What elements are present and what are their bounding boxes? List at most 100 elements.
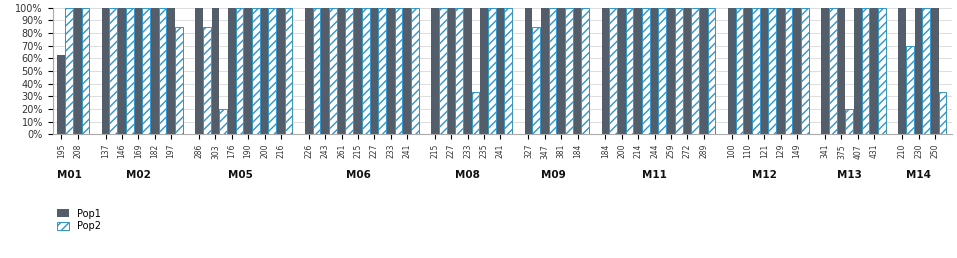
Bar xyxy=(845,109,853,134)
Bar xyxy=(403,8,411,134)
Bar xyxy=(277,8,285,134)
Bar xyxy=(151,8,159,134)
Bar xyxy=(524,8,532,134)
Bar xyxy=(448,8,456,134)
Bar xyxy=(870,8,879,134)
Bar xyxy=(801,8,809,134)
Bar xyxy=(707,8,715,134)
Bar xyxy=(472,92,479,134)
Bar xyxy=(109,8,117,134)
Bar xyxy=(793,8,801,134)
Bar xyxy=(268,8,276,134)
Bar xyxy=(667,8,675,134)
Bar xyxy=(167,8,175,134)
Bar xyxy=(626,8,634,134)
Bar xyxy=(931,8,939,134)
Bar xyxy=(432,8,439,134)
Bar xyxy=(101,8,109,134)
Bar xyxy=(252,8,259,134)
Bar xyxy=(691,8,699,134)
Bar xyxy=(504,8,512,134)
Bar xyxy=(642,8,650,134)
Bar xyxy=(745,8,752,134)
Bar xyxy=(768,8,776,134)
Bar xyxy=(74,8,81,134)
Bar xyxy=(378,8,386,134)
Bar xyxy=(752,8,760,134)
Bar xyxy=(861,8,869,134)
Bar xyxy=(211,8,219,134)
Bar xyxy=(370,8,378,134)
Bar xyxy=(394,8,402,134)
Text: M12: M12 xyxy=(752,170,777,180)
Bar xyxy=(777,8,785,134)
Bar xyxy=(939,92,946,134)
Bar xyxy=(573,8,582,134)
Bar xyxy=(829,8,836,134)
Bar xyxy=(159,8,167,134)
Text: M05: M05 xyxy=(228,170,253,180)
Bar xyxy=(81,8,89,134)
Bar xyxy=(464,8,472,134)
Bar xyxy=(651,8,658,134)
Bar xyxy=(125,8,134,134)
Bar xyxy=(362,8,369,134)
Bar xyxy=(235,8,243,134)
Bar xyxy=(305,8,313,134)
Bar xyxy=(228,8,235,134)
Bar xyxy=(244,8,252,134)
Text: M09: M09 xyxy=(541,170,566,180)
Bar xyxy=(548,8,556,134)
Bar xyxy=(203,27,211,134)
Text: M06: M06 xyxy=(345,170,370,180)
Text: M14: M14 xyxy=(906,170,931,180)
Bar xyxy=(728,8,736,134)
Bar xyxy=(634,8,642,134)
Legend: Pop1, Pop2: Pop1, Pop2 xyxy=(57,208,100,231)
Bar xyxy=(879,8,886,134)
Bar xyxy=(135,8,143,134)
Bar xyxy=(761,8,768,134)
Bar xyxy=(906,46,914,134)
Bar xyxy=(785,8,792,134)
Bar xyxy=(329,8,337,134)
Bar xyxy=(675,8,682,134)
Bar xyxy=(565,8,572,134)
Bar xyxy=(923,8,930,134)
Bar xyxy=(175,27,183,134)
Bar xyxy=(736,8,744,134)
Bar xyxy=(65,8,73,134)
Bar xyxy=(411,8,418,134)
Bar xyxy=(658,8,666,134)
Bar xyxy=(313,8,321,134)
Bar xyxy=(488,8,496,134)
Bar xyxy=(338,8,345,134)
Bar xyxy=(439,8,447,134)
Bar xyxy=(219,109,227,134)
Text: M11: M11 xyxy=(642,170,667,180)
Bar xyxy=(557,8,565,134)
Bar xyxy=(602,8,610,134)
Bar xyxy=(610,8,617,134)
Bar xyxy=(618,8,626,134)
Bar xyxy=(118,8,125,134)
Text: M08: M08 xyxy=(456,170,480,180)
Bar xyxy=(387,8,394,134)
Bar xyxy=(143,8,150,134)
Bar xyxy=(915,8,923,134)
Bar xyxy=(480,8,488,134)
Bar xyxy=(57,54,65,134)
Bar xyxy=(683,8,691,134)
Bar xyxy=(541,8,548,134)
Bar xyxy=(532,27,540,134)
Bar xyxy=(354,8,362,134)
Bar xyxy=(285,8,293,134)
Bar xyxy=(899,8,906,134)
Bar xyxy=(345,8,353,134)
Text: M02: M02 xyxy=(126,170,151,180)
Bar xyxy=(456,8,463,134)
Bar xyxy=(837,8,845,134)
Text: M13: M13 xyxy=(837,170,862,180)
Bar xyxy=(854,8,861,134)
Bar xyxy=(260,8,268,134)
